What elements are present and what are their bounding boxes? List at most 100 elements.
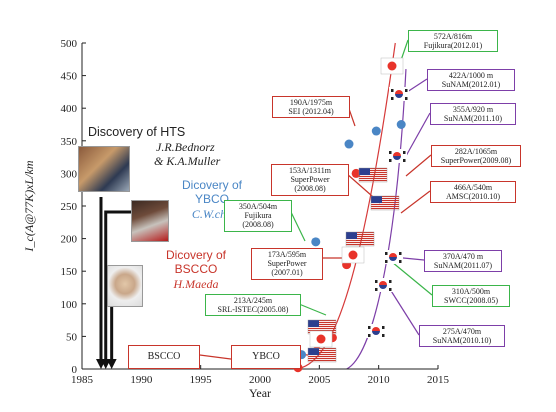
- milestone-hts: Discovery of HTS J.R.Bednorz & K.A.Mulle…: [88, 125, 220, 169]
- annotation-text: (2008.08): [242, 220, 274, 230]
- ybco-point: [311, 237, 321, 247]
- annotation-box: 572A/816m Fujikura(2012.01): [408, 30, 498, 53]
- y-tick-label: 0: [72, 364, 78, 376]
- milestone-bscco-material: BSCCO: [174, 262, 218, 277]
- photo-bednorz-muller: [78, 146, 130, 192]
- milestone-ybco-name: C.W.chu: [191, 206, 233, 221]
- milestone-hts-name1: J.R.Bednorz: [156, 140, 215, 154]
- annotation-leader: [289, 209, 306, 242]
- annotation-box: 350A/504m Fujikura (2008.08): [224, 200, 292, 232]
- y-tick-label: 50: [66, 331, 78, 343]
- annotation-box: 310A/500m SWCC(2008.05): [432, 285, 510, 308]
- annotation-text: SuNAM(2011.10): [443, 114, 503, 124]
- annotation-text: 190A/1975m: [289, 98, 333, 107]
- x-tick-label: 1985: [71, 374, 94, 386]
- japan-flag-icon: [309, 330, 333, 348]
- annotation-box: 213A/245m SRL-ISTEC(2005.08): [205, 294, 301, 317]
- material-label-box: YBCO: [231, 345, 301, 369]
- korea-flag-icon: [387, 149, 407, 163]
- x-tick-label: 1990: [130, 374, 153, 386]
- annotation-text: SuNAM(2010.10): [432, 336, 492, 346]
- arrow-ybco-shaft: [104, 210, 136, 361]
- ybco-point: [396, 120, 406, 129]
- annotation-text: AMSC(2010.10): [445, 192, 500, 202]
- annotation-text: 173A/595m: [267, 250, 307, 259]
- bscco-point: [351, 168, 361, 178]
- annotation-box: 422A/1000 m SuNAM(2012.01): [427, 69, 515, 92]
- milestone-ybco-material: YBCO: [195, 192, 230, 207]
- y-tick-label: 150: [61, 266, 78, 278]
- milestone-hts-title: Discovery of HTS: [88, 125, 186, 139]
- annotation-text: 370A/470 m: [442, 252, 484, 261]
- annotation-text: SWCC(2008.05): [444, 296, 498, 306]
- annotation-leader: [387, 285, 420, 336]
- korea-flag-icon: [366, 324, 386, 338]
- annotation-box: 275A/470m SuNAM(2010.10): [419, 325, 505, 348]
- us-flag-icon: [345, 231, 375, 247]
- x-tick-label: 2005: [308, 374, 331, 386]
- photo-chu: [131, 200, 169, 242]
- annotation-leader: [391, 261, 433, 296]
- x-axis-label: Year: [249, 386, 271, 400]
- us-flag-icon: [370, 195, 400, 211]
- annotation-text: Fujikura: [244, 211, 272, 221]
- annotation-box: 190A/1975m SEI (2012.04): [272, 96, 350, 119]
- annotation-text: 466A/540m: [453, 183, 493, 192]
- ybco-point: [344, 139, 354, 149]
- ybco-point: [371, 126, 381, 136]
- red-trend-line: [295, 42, 396, 370]
- annotation-text: 350A/504m: [238, 202, 278, 211]
- us-flag-icon: [358, 167, 388, 183]
- arrow-bscco-head: [106, 359, 117, 369]
- annotation-text: SuNAM(2011.07): [433, 261, 493, 271]
- annotation-leader: [405, 154, 432, 177]
- annotation-text: SEI (2012.04): [288, 107, 334, 117]
- annotation-text: 422A/1000 m: [448, 71, 494, 80]
- milestone-ybco-title: Dicovery of: [182, 178, 243, 192]
- y-tick-label: 500: [61, 38, 78, 50]
- annotation-box: 153A/1311m SuperPower (2008.08): [271, 164, 349, 196]
- x-tick-label: 2000: [249, 374, 272, 386]
- annotation-box: 173A/595m SuperPower (2007.01): [251, 248, 323, 280]
- us-flag-icon: [307, 347, 337, 363]
- annotation-box: 466A/540m AMSC(2010.10): [430, 181, 516, 204]
- y-tick-label: 250: [61, 201, 78, 213]
- y-tick-label: 200: [61, 234, 78, 246]
- korea-flag-icon: [373, 278, 393, 292]
- annotation-text: 213A/245m: [233, 296, 273, 305]
- y-tick-label: 400: [61, 103, 78, 115]
- annotation-text: Fujikura(2012.01): [423, 41, 483, 51]
- annotation-text: SuperPower: [290, 175, 330, 185]
- annotation-leader: [405, 112, 431, 157]
- korea-flag-icon: [383, 250, 403, 264]
- material-label-box: BSCCO: [128, 345, 200, 369]
- annotation-text: (2008.08): [294, 184, 326, 194]
- annotation-text: 310A/500m: [451, 287, 491, 296]
- milestone-bscco-name: H.Maeda: [173, 276, 219, 291]
- annotation-text: (2007.01): [271, 268, 303, 278]
- annotation-leader: [298, 303, 327, 316]
- japan-flag-icon: [380, 57, 404, 75]
- annotation-text: SRL-ISTEC(2005.08): [217, 305, 289, 315]
- x-tick-label: 2010: [368, 374, 391, 386]
- y-tick-label: 100: [61, 299, 78, 311]
- x-tick-label: 2015: [427, 374, 450, 386]
- y-axis-label: I_c(A@77K)xL/km: [22, 160, 36, 252]
- annotation-text: 572A/816m: [433, 32, 473, 41]
- x-tick-label: 1995: [190, 374, 213, 386]
- annotation-leader: [400, 190, 431, 214]
- annotation-box: 355A/920 m SuNAM(2011.10): [430, 103, 516, 126]
- y-tick-label: 300: [61, 168, 78, 180]
- milestone-hts-name2: & K.A.Muller: [154, 154, 221, 169]
- milestone-bscco: Dicovery of BSCCO H.Maeda: [166, 248, 226, 291]
- annotation-text: 275A/470m: [442, 327, 482, 336]
- japan-flag-icon: [341, 246, 365, 264]
- y-tick-label: 350: [61, 136, 78, 148]
- photo-maeda: [107, 265, 143, 307]
- annotation-text: 153A/1311m: [289, 166, 331, 175]
- annotation-text: 355A/920 m: [452, 105, 494, 114]
- annotation-text: SuperPower: [267, 259, 307, 269]
- annotation-text: SuNAM(2012.01): [441, 80, 501, 90]
- annotation-box: 282A/1065m SuperPower(2009.08): [431, 145, 521, 168]
